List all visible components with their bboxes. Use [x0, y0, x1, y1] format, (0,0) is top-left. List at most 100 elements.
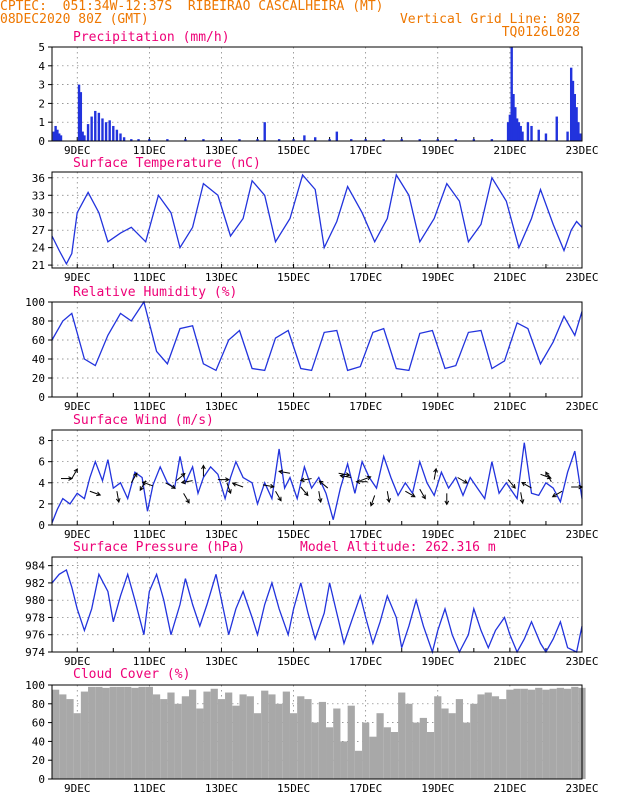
data-bar	[303, 135, 306, 141]
wind-arrow	[226, 482, 232, 494]
x-tick-label: 21DEC	[493, 528, 526, 541]
x-tick-label: 15DEC	[277, 400, 310, 413]
x-tick-label: 13DEC	[205, 271, 238, 284]
data-bar	[510, 47, 513, 141]
wind-arrow-head	[551, 493, 557, 498]
data-bar	[383, 727, 391, 779]
wind-arrow-head	[96, 491, 102, 497]
wind-arrow-head	[345, 472, 351, 477]
x-tick-label: 11DEC	[133, 271, 166, 284]
data-bar	[335, 131, 339, 141]
data-bar	[122, 137, 126, 141]
data-bar	[530, 125, 533, 141]
data-bar	[253, 713, 262, 779]
wind-arrow-head	[433, 467, 438, 473]
data-bar	[400, 139, 403, 141]
data-bar	[52, 131, 56, 141]
data-bar	[246, 696, 254, 779]
data-bar	[470, 703, 478, 779]
data-bar	[542, 689, 550, 779]
data-bar	[520, 688, 528, 779]
wind-arrow	[386, 491, 390, 503]
wind-arrow	[433, 468, 437, 480]
x-tick-label: 19DEC	[421, 400, 454, 413]
wind-arrow	[520, 492, 524, 504]
wind-arrow-head	[278, 469, 284, 475]
data-bar	[109, 686, 117, 779]
wind-arrow	[419, 488, 426, 499]
data-bar	[268, 694, 276, 779]
x-tick-label: 23DEC	[565, 655, 598, 668]
wind-arrow	[279, 470, 291, 474]
y-tick-label: 80	[32, 315, 45, 328]
panel-title: Cloud Cover (%)	[73, 667, 190, 682]
y-tick-label: 1	[38, 116, 45, 129]
wind-arrow	[545, 471, 552, 482]
x-tick-label: 19DEC	[421, 144, 454, 157]
wind-arrow	[89, 490, 101, 496]
data-bar	[137, 139, 140, 141]
data-bar	[490, 139, 494, 141]
wind-arrow-head	[115, 498, 121, 504]
x-tick-label: 13DEC	[205, 782, 238, 795]
panel-title: Precipitation (mm/h)	[73, 30, 230, 45]
wind-arrow	[370, 495, 376, 506]
y-tick-label: 40	[32, 735, 45, 748]
x-tick-label: 11DEC	[133, 782, 166, 795]
data-bar	[217, 699, 226, 779]
x-tick-label: 15DEC	[277, 271, 310, 284]
header-date: 08DEC2020 80Z (GMT)	[0, 12, 149, 27]
wind-arrow-head	[231, 482, 237, 487]
data-bar	[56, 129, 59, 141]
data-bar	[499, 699, 507, 779]
data-bar	[412, 722, 420, 779]
data-bar	[575, 107, 578, 141]
wind-arrow	[457, 477, 468, 484]
data-bar	[225, 692, 233, 779]
data-bar	[563, 688, 572, 779]
wind-arrow-head	[269, 483, 275, 489]
x-tick-label: 11DEC	[133, 400, 166, 413]
data-bar	[210, 688, 218, 779]
panel-frame	[51, 171, 583, 269]
wind-arrow-head	[521, 482, 527, 487]
data-bar	[517, 122, 521, 141]
x-tick-label: 11DEC	[133, 655, 166, 668]
y-tick-label: 0	[38, 519, 45, 532]
data-bar	[364, 139, 367, 141]
data-bar	[83, 135, 86, 141]
x-tick-label: 19DEC	[421, 271, 454, 284]
data-bar	[203, 691, 211, 779]
y-tick-label: 8	[38, 435, 45, 448]
series-line	[51, 442, 583, 524]
wind-arrow-head	[546, 474, 552, 480]
y-tick-label: 27	[32, 224, 45, 237]
data-bar	[362, 722, 370, 779]
wind-arrow	[232, 482, 244, 488]
data-bar	[491, 696, 500, 779]
x-tick-label: 11DEC	[133, 144, 166, 157]
y-tick-label: 33	[32, 189, 45, 202]
x-tick-label: 17DEC	[349, 271, 382, 284]
wind-arrow-head	[339, 473, 345, 479]
x-tick-label: 21DEC	[493, 655, 526, 668]
data-bar	[369, 736, 377, 779]
data-bar	[455, 699, 464, 779]
wind-arrow	[300, 478, 312, 481]
wind-arrow	[176, 473, 186, 482]
x-tick-label: 19DEC	[421, 528, 454, 541]
data-bar	[116, 686, 125, 779]
data-bar	[181, 696, 190, 779]
data-bar	[519, 125, 522, 141]
data-bar	[472, 139, 476, 141]
data-bar	[506, 122, 510, 141]
data-bar	[145, 686, 153, 779]
wind-arrow	[130, 473, 138, 484]
y-tick-label: 3	[38, 79, 45, 92]
data-bar	[527, 689, 536, 779]
data-bar	[526, 122, 530, 141]
x-tick-label: 17DEC	[349, 782, 382, 795]
data-bar	[95, 686, 103, 779]
y-tick-label: 984	[25, 560, 45, 573]
